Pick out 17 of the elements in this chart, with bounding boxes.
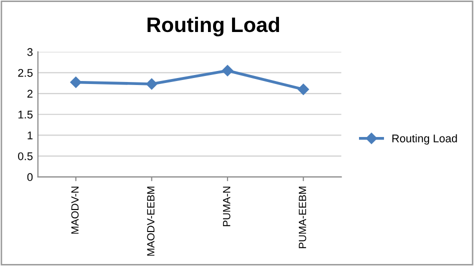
y-tick-label: 0.5 [18, 152, 33, 160]
x-tick-label: PUMA-N [223, 186, 230, 226]
y-tick-label: 3 [27, 48, 33, 56]
y-tick-label: 1.5 [18, 110, 33, 119]
point [298, 84, 309, 95]
y-tick-label: 2.5 [18, 68, 33, 77]
legend-label: Routing Load [392, 134, 457, 145]
x-tick-label: MAODV-EEBM [147, 186, 154, 256]
y-tick-label: 1 [28, 132, 33, 140]
chart-title: Routing Load [148, 16, 280, 36]
point [70, 76, 82, 88]
point [222, 65, 234, 76]
y-tick-label: 0 [27, 173, 33, 182]
y-tick-label: 2 [27, 90, 32, 98]
point [146, 78, 158, 90]
x-tick-label: MAODV-N [71, 186, 79, 234]
x-tick-label: PUMA-EEBM [298, 186, 306, 248]
